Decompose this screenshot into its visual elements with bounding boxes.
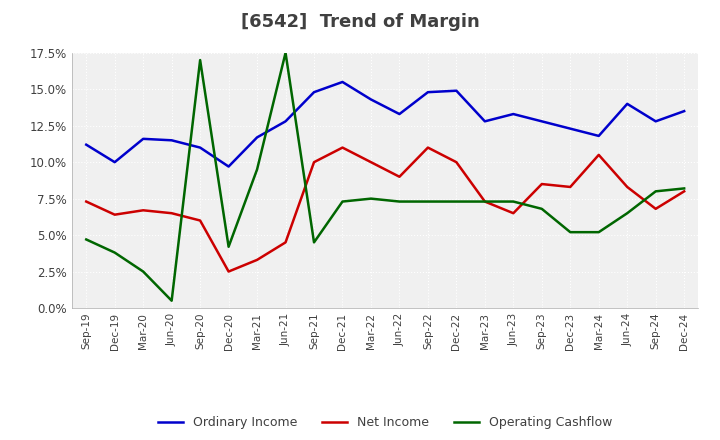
- Net Income: [480, 199, 489, 204]
- Ordinary Income: [566, 126, 575, 131]
- Legend: Ordinary Income, Net Income, Operating Cashflow: Ordinary Income, Net Income, Operating C…: [153, 411, 618, 434]
- Operating Cashflow: [480, 199, 489, 204]
- Ordinary Income: [652, 119, 660, 124]
- Net Income: [595, 152, 603, 158]
- Text: [6542]  Trend of Margin: [6542] Trend of Margin: [240, 13, 480, 31]
- Operating Cashflow: [282, 50, 290, 55]
- Operating Cashflow: [167, 298, 176, 303]
- Operating Cashflow: [566, 230, 575, 235]
- Ordinary Income: [139, 136, 148, 142]
- Net Income: [366, 160, 375, 165]
- Operating Cashflow: [253, 167, 261, 172]
- Net Income: [110, 212, 119, 217]
- Operating Cashflow: [225, 244, 233, 249]
- Operating Cashflow: [423, 199, 432, 204]
- Operating Cashflow: [82, 237, 91, 242]
- Operating Cashflow: [652, 189, 660, 194]
- Line: Net Income: Net Income: [86, 147, 684, 271]
- Ordinary Income: [680, 109, 688, 114]
- Operating Cashflow: [680, 186, 688, 191]
- Operating Cashflow: [110, 250, 119, 255]
- Net Income: [225, 269, 233, 274]
- Operating Cashflow: [395, 199, 404, 204]
- Ordinary Income: [196, 145, 204, 150]
- Net Income: [566, 184, 575, 190]
- Operating Cashflow: [623, 211, 631, 216]
- Net Income: [338, 145, 347, 150]
- Operating Cashflow: [139, 269, 148, 274]
- Ordinary Income: [537, 119, 546, 124]
- Net Income: [395, 174, 404, 180]
- Ordinary Income: [225, 164, 233, 169]
- Net Income: [253, 257, 261, 263]
- Operating Cashflow: [509, 199, 518, 204]
- Net Income: [537, 181, 546, 187]
- Net Income: [310, 160, 318, 165]
- Operating Cashflow: [338, 199, 347, 204]
- Ordinary Income: [282, 119, 290, 124]
- Operating Cashflow: [366, 196, 375, 201]
- Ordinary Income: [167, 138, 176, 143]
- Ordinary Income: [366, 97, 375, 102]
- Operating Cashflow: [310, 240, 318, 245]
- Net Income: [623, 184, 631, 190]
- Operating Cashflow: [595, 230, 603, 235]
- Net Income: [680, 189, 688, 194]
- Net Income: [82, 199, 91, 204]
- Net Income: [167, 211, 176, 216]
- Ordinary Income: [509, 111, 518, 117]
- Ordinary Income: [423, 89, 432, 95]
- Operating Cashflow: [537, 206, 546, 212]
- Line: Ordinary Income: Ordinary Income: [86, 82, 684, 167]
- Net Income: [282, 240, 290, 245]
- Operating Cashflow: [452, 199, 461, 204]
- Ordinary Income: [595, 133, 603, 139]
- Operating Cashflow: [196, 58, 204, 63]
- Ordinary Income: [480, 119, 489, 124]
- Net Income: [139, 208, 148, 213]
- Ordinary Income: [253, 135, 261, 140]
- Ordinary Income: [452, 88, 461, 93]
- Net Income: [196, 218, 204, 223]
- Ordinary Income: [623, 101, 631, 106]
- Ordinary Income: [110, 160, 119, 165]
- Net Income: [652, 206, 660, 212]
- Net Income: [452, 160, 461, 165]
- Ordinary Income: [338, 79, 347, 84]
- Net Income: [423, 145, 432, 150]
- Net Income: [509, 211, 518, 216]
- Line: Operating Cashflow: Operating Cashflow: [86, 53, 684, 301]
- Ordinary Income: [310, 89, 318, 95]
- Ordinary Income: [395, 111, 404, 117]
- Ordinary Income: [82, 142, 91, 147]
